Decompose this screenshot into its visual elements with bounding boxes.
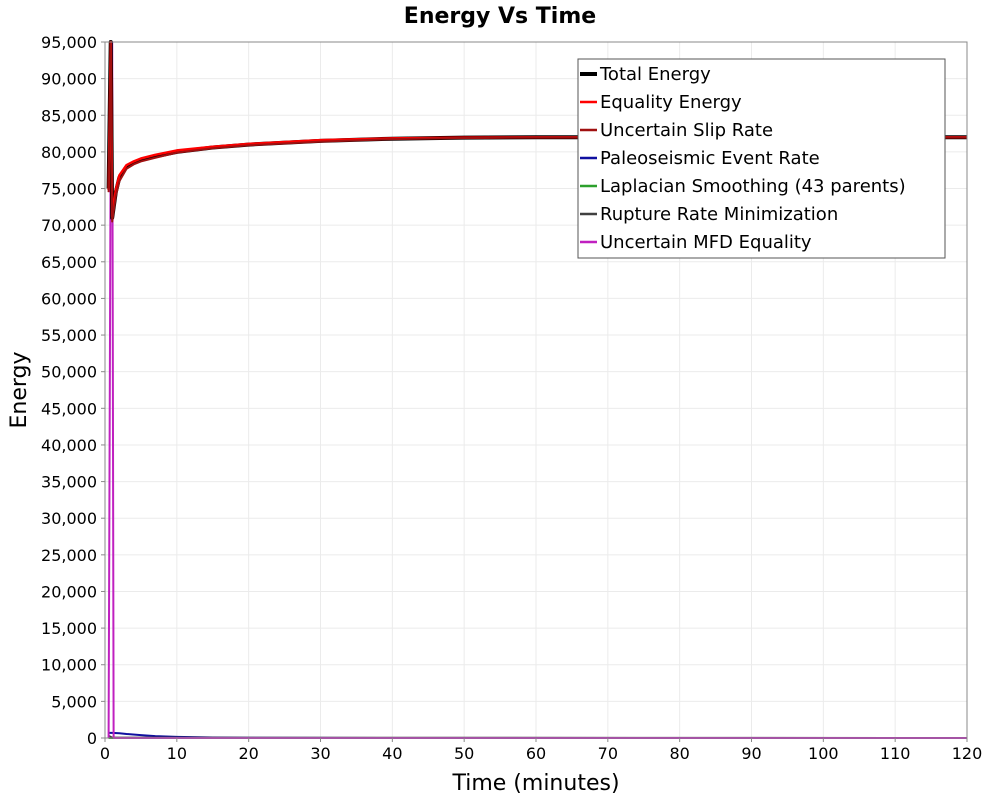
- y-tick-label: 55,000: [41, 326, 97, 345]
- y-tick-label: 40,000: [41, 436, 97, 455]
- legend-label-laplacian-smoothing-43-parents: Laplacian Smoothing (43 parents): [600, 176, 906, 197]
- y-tick-label: 45,000: [41, 399, 97, 418]
- x-tick-label: 110: [880, 744, 911, 763]
- legend: Total Energy Equality Energy Uncertain Sli…: [577, 58, 946, 259]
- x-tick-label: 40: [382, 744, 402, 763]
- y-tick-label: 35,000: [41, 473, 97, 492]
- y-tick-label: 95,000: [41, 33, 97, 52]
- y-tick-label: 20,000: [41, 582, 97, 601]
- legend-label-rupture-rate-minimization: Rupture Rate Minimization: [600, 204, 838, 225]
- x-tick-label: 60: [526, 744, 546, 763]
- x-tick-label: 10: [167, 744, 187, 763]
- legend-label-uncertain-mfd-equality: Uncertain MFD Equality: [600, 232, 812, 253]
- y-tick-label: 60,000: [41, 289, 97, 308]
- x-tick-label: 20: [238, 744, 258, 763]
- y-tick-label: 75,000: [41, 180, 97, 199]
- y-tick-label: 25,000: [41, 546, 97, 565]
- y-tick-label: 70,000: [41, 216, 97, 235]
- y-axis-title: Energy: [7, 351, 32, 428]
- chart-title: Energy Vs Time: [404, 4, 596, 29]
- x-tick-label: 100: [808, 744, 839, 763]
- y-tick-label: 65,000: [41, 253, 97, 272]
- y-tick-label: 0: [87, 729, 97, 748]
- y-tick-label: 15,000: [41, 619, 97, 638]
- legend-label-equality-energy: Equality Energy: [600, 92, 742, 113]
- x-tick-label: 80: [669, 744, 689, 763]
- y-tick-label: 30,000: [41, 509, 97, 528]
- x-tick-label: 0: [100, 744, 110, 763]
- y-axis-ticks: 0 5,000 10,000 15,000 20,000 25,000 30,000 35,0…: [41, 33, 105, 748]
- y-tick-label: 85,000: [41, 106, 97, 125]
- legend-box: [577, 58, 946, 259]
- x-axis-ticks: 0 10 20 30 40 50 60 70 80 90 100 110 120: [100, 738, 982, 763]
- y-tick-label: 80,000: [41, 143, 97, 162]
- y-tick-label: 10,000: [41, 656, 97, 675]
- x-tick-label: 30: [310, 744, 330, 763]
- x-tick-label: 90: [741, 744, 761, 763]
- y-tick-label: 5,000: [51, 692, 97, 711]
- x-tick-label: 50: [454, 744, 474, 763]
- legend-label-total-energy: Total Energy: [599, 64, 711, 85]
- y-tick-label: 90,000: [41, 70, 97, 89]
- y-tick-label: 50,000: [41, 363, 97, 382]
- x-axis-title: Time (minutes): [451, 771, 619, 796]
- legend-label-paleoseismic-event-rate: Paleoseismic Event Rate: [600, 148, 820, 169]
- legend-label-uncertain-slip-rate: Uncertain Slip Rate: [600, 120, 773, 141]
- x-tick-label: 120: [952, 744, 983, 763]
- x-tick-label: 70: [598, 744, 618, 763]
